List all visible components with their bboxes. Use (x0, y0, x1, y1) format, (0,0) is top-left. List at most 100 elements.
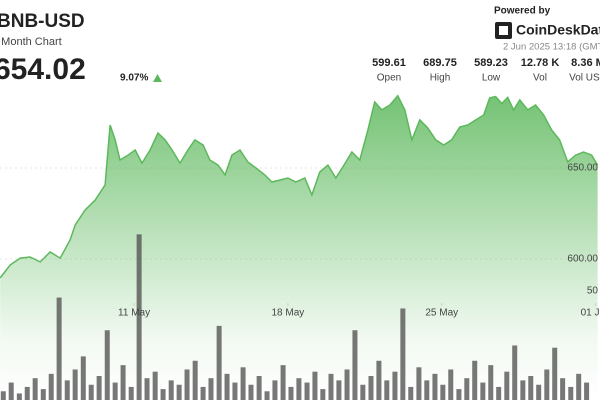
volume-bar (328, 373, 334, 400)
stat-value: 689.75 (423, 57, 457, 69)
volume-bar (320, 389, 326, 400)
volume-bar (64, 380, 70, 400)
stat-label: Vol (533, 73, 547, 84)
volume-bar (152, 371, 158, 400)
volume-bar (560, 378, 566, 400)
volume-bar (200, 386, 206, 400)
plot-area: 11 May 18 May 25 May 01 Jun 600.00 650.00 50 (0, 94, 600, 400)
volume-bar (360, 384, 366, 400)
price-line (0, 94, 599, 279)
volume-bar (56, 297, 62, 400)
volume-bar (448, 369, 454, 400)
volume-bar (256, 376, 262, 400)
volume-bar (368, 376, 374, 400)
volume-bar (520, 380, 526, 400)
volume-bar (336, 380, 342, 400)
volume-bar (576, 373, 582, 400)
volume-bar (8, 382, 14, 400)
x-tick-label: 11 May (118, 308, 150, 319)
x-tick-label: 25 May (425, 308, 458, 319)
volume-bar (512, 345, 518, 400)
volume-bar (32, 378, 38, 400)
volume-bar (120, 365, 126, 400)
volume-bar (88, 384, 94, 400)
volume-bar (496, 386, 502, 400)
stat-value: 12.78 K (521, 57, 560, 69)
volume-bar (456, 389, 462, 400)
volume-bar (176, 384, 182, 400)
volume-bar (424, 380, 430, 400)
volume-bar (344, 369, 350, 400)
volume-bar (104, 330, 110, 400)
volume-bar (240, 367, 246, 400)
volume-bar (488, 365, 494, 400)
volume-bar (408, 386, 414, 400)
volume-bar (40, 389, 46, 400)
volume-bar (584, 382, 590, 400)
volume-bar (528, 376, 534, 400)
volume-bar (400, 308, 406, 400)
volume-bar (264, 391, 270, 400)
volume-bar (480, 382, 486, 400)
volume-bar (544, 369, 550, 400)
brand: CoinDeskData (516, 22, 600, 38)
timestamp: 2 Jun 2025 13:18 (GMT) (503, 42, 600, 53)
volume-bar (136, 234, 142, 400)
y-tick-label: 50 (587, 286, 599, 297)
volume-bar (304, 382, 310, 400)
change: 9.07% (120, 73, 148, 84)
volume-bar (296, 378, 302, 400)
volume-bar (272, 380, 278, 400)
volume-bar (280, 365, 286, 400)
x-tick-label: 01 Jun (581, 308, 600, 319)
volume-bar (216, 325, 222, 400)
ticker: BNB-USD (0, 11, 85, 32)
subtitle: 1 Month Chart (0, 36, 62, 48)
volume-bar (96, 376, 102, 400)
y-tick-label: 650.00 (567, 163, 598, 174)
volume-bar (552, 347, 558, 400)
volume-bar (352, 330, 358, 400)
stat-value: 589.23 (474, 57, 508, 69)
stat-label: Open (377, 73, 401, 84)
volume-bar (232, 382, 238, 400)
volume-bar (464, 378, 470, 400)
volume-bar (248, 384, 254, 400)
brand-logo-inner (499, 26, 508, 35)
volume-bar (440, 384, 446, 400)
volume-bar (192, 360, 198, 400)
stat-label: High (430, 73, 451, 84)
volume-bar (80, 356, 86, 400)
stat-value: 599.61 (372, 57, 406, 69)
header: BNB-USD 1 Month Chart 654.02 9.07% Power… (0, 6, 600, 86)
volume-bar (224, 373, 230, 400)
volume-bar (288, 386, 294, 400)
volume-bar (416, 367, 422, 400)
volume-bar (376, 360, 382, 400)
volume-bar (184, 369, 190, 400)
volume-bar (472, 360, 478, 400)
volume-bar (48, 373, 54, 400)
volume-bar (128, 386, 134, 400)
stat-label: Low (482, 73, 501, 84)
volume-bar (504, 371, 510, 400)
volume-bar (432, 373, 438, 400)
volume-bar (312, 371, 318, 400)
volume-bar (168, 380, 174, 400)
volume-bar (0, 391, 6, 400)
volume-bar (16, 393, 22, 400)
stat-label: Vol USD (569, 73, 600, 84)
volume-bar (112, 382, 118, 400)
volume-bar (384, 380, 390, 400)
volume-bar (72, 369, 78, 400)
stat-value: 8.36 M (571, 57, 600, 69)
volume-bar (24, 386, 30, 400)
volume-bar (536, 384, 542, 400)
price: 654.02 (0, 53, 86, 86)
y-tick-label: 600.00 (567, 254, 598, 265)
x-tick-label: 18 May (272, 308, 305, 319)
volume-bar (568, 386, 574, 400)
volume-bar (144, 378, 150, 400)
